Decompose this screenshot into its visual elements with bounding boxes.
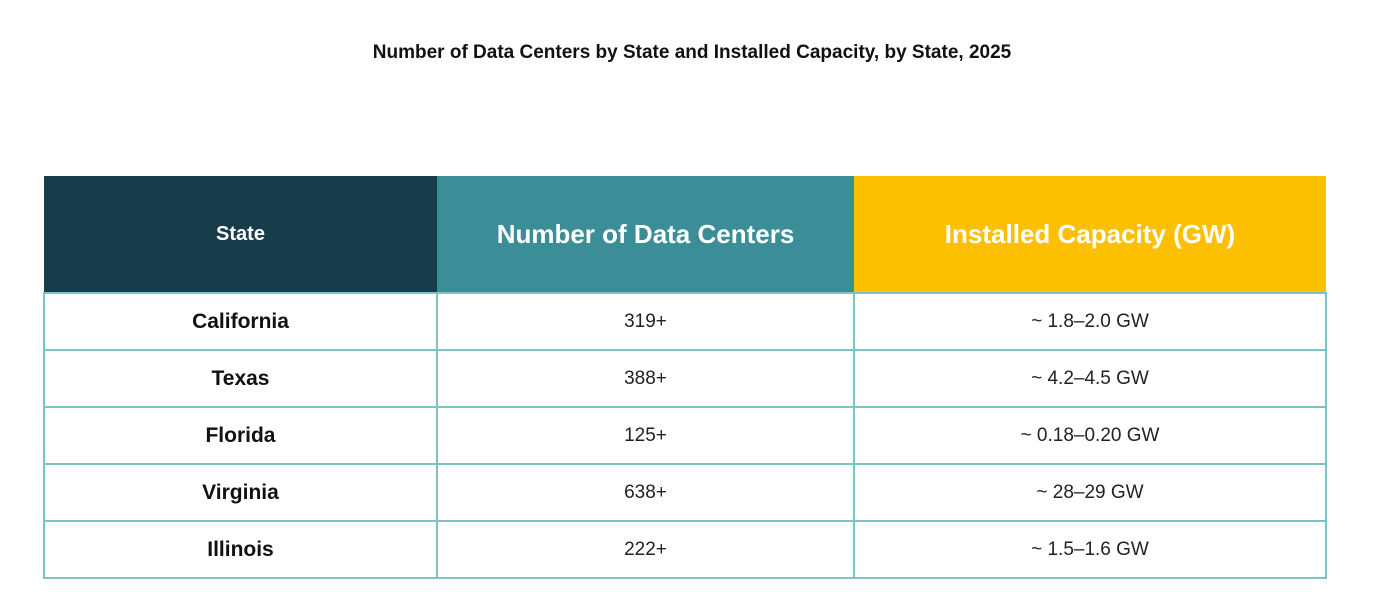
cell-data-centers: 125+ [436,406,855,465]
table-title: Number of Data Centers by State and Inst… [372,42,1012,63]
table-row: Texas 388+ ~ 4.2–4.5 GW [43,349,1327,408]
cell-state: California [43,292,438,351]
table-row: Illinois 222+ ~ 1.5–1.6 GW [43,520,1327,579]
cell-data-centers: 222+ [436,520,855,579]
header-data-centers: Number of Data Centers [437,176,854,293]
cell-state: Texas [43,349,438,408]
cell-data-centers: 388+ [436,349,855,408]
table-row: California 319+ ~ 1.8–2.0 GW [43,292,1327,351]
header-row: State Number of Data Centers Installed C… [44,176,1326,293]
header-state: State [44,176,437,293]
table-row: Virginia 638+ ~ 28–29 GW [43,463,1327,522]
table-row: Florida 125+ ~ 0.18–0.20 GW [43,406,1327,465]
cell-capacity: ~ 0.18–0.20 GW [853,406,1327,465]
cell-capacity: ~ 28–29 GW [853,463,1327,522]
cell-capacity: ~ 1.5–1.6 GW [853,520,1327,579]
cell-capacity: ~ 4.2–4.5 GW [853,349,1327,408]
cell-state: Virginia [43,463,438,522]
cell-state: Florida [43,406,438,465]
cell-data-centers: 319+ [436,292,855,351]
data-table: State Number of Data Centers Installed C… [43,176,1327,579]
cell-capacity: ~ 1.8–2.0 GW [853,292,1327,351]
cell-data-centers: 638+ [436,463,855,522]
cell-state: Illinois [43,520,438,579]
header-capacity: Installed Capacity (GW) [854,176,1326,293]
